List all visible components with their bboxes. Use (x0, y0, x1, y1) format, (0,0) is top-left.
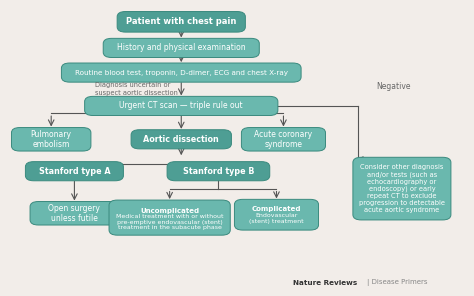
FancyBboxPatch shape (30, 202, 119, 225)
Text: Stanford type B: Stanford type B (182, 167, 254, 176)
Text: Aortic dissection: Aortic dissection (143, 135, 219, 144)
FancyBboxPatch shape (235, 199, 319, 230)
Text: Urgent CT scan — triple rule out: Urgent CT scan — triple rule out (119, 102, 243, 110)
FancyBboxPatch shape (241, 128, 326, 151)
Text: Nature Reviews: Nature Reviews (293, 280, 357, 286)
FancyBboxPatch shape (85, 96, 278, 115)
Text: Endovascular
(stent) treatment: Endovascular (stent) treatment (249, 213, 304, 224)
FancyBboxPatch shape (62, 63, 301, 82)
Text: Diagnosis uncertain or
suspect aortic dissection: Diagnosis uncertain or suspect aortic di… (95, 82, 178, 96)
FancyBboxPatch shape (109, 200, 230, 235)
Text: | Disease Primers: | Disease Primers (367, 279, 428, 286)
Text: Consider other diagnosis
and/or tests (such as
echocardiography or
endoscopy) or: Consider other diagnosis and/or tests (s… (359, 164, 445, 213)
Text: Routine blood test, troponin, D-dimer, ECG and chest X-ray: Routine blood test, troponin, D-dimer, E… (75, 70, 288, 75)
FancyBboxPatch shape (167, 162, 270, 181)
FancyBboxPatch shape (103, 38, 259, 57)
Text: Pulmonary
embolism: Pulmonary embolism (31, 130, 72, 149)
FancyBboxPatch shape (117, 12, 246, 32)
Text: Stanford type A: Stanford type A (38, 167, 110, 176)
Text: Medical treatment with or without
pre-emptive endovascular (stent)
treatment in : Medical treatment with or without pre-em… (116, 214, 223, 231)
FancyBboxPatch shape (353, 157, 451, 220)
Text: Open surgery
unless futile: Open surgery unless futile (48, 204, 100, 223)
FancyBboxPatch shape (11, 128, 91, 151)
Text: History and physical examination: History and physical examination (117, 44, 246, 52)
Text: Uncomplicated: Uncomplicated (140, 208, 199, 214)
Text: Acute coronary
syndrome: Acute coronary syndrome (255, 130, 312, 149)
Text: Complicated: Complicated (252, 206, 301, 212)
FancyBboxPatch shape (26, 162, 123, 181)
FancyBboxPatch shape (131, 130, 231, 149)
Text: Patient with chest pain: Patient with chest pain (126, 17, 237, 26)
Text: Negative: Negative (376, 82, 411, 91)
